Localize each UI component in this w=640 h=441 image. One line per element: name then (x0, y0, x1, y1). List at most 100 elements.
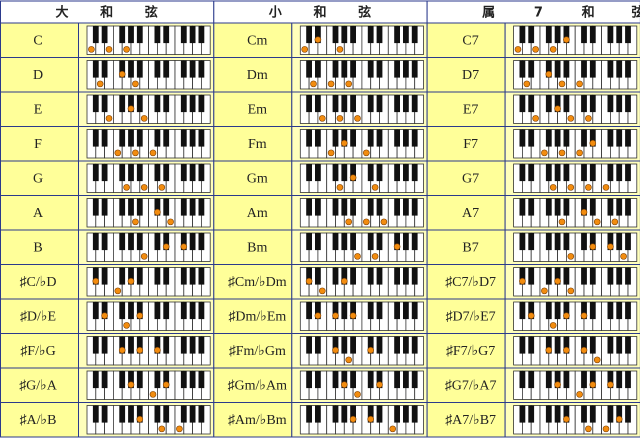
chord-name: C7 (462, 33, 478, 48)
black-key (332, 302, 339, 320)
black-key (136, 60, 143, 78)
header-char: 弦 (145, 5, 158, 21)
note-dot (607, 243, 614, 250)
keyboard (299, 336, 424, 366)
note-dot (114, 287, 122, 295)
black-key (625, 164, 631, 182)
note-dot (585, 115, 592, 122)
black-key (180, 336, 187, 354)
black-key (341, 302, 348, 320)
keyboard (86, 129, 211, 159)
black-key (154, 198, 161, 216)
black-key (625, 336, 631, 354)
note-dot (371, 253, 379, 260)
black-key (350, 233, 356, 251)
black-key (128, 336, 134, 354)
black-key (119, 233, 126, 251)
chord-name: A (33, 206, 44, 221)
black-key (528, 164, 535, 182)
black-key (545, 336, 552, 354)
note-dot (310, 80, 317, 88)
black-key (180, 164, 187, 182)
keyboard (86, 267, 211, 297)
note-dot (558, 149, 566, 157)
black-key (519, 26, 526, 44)
black-key (528, 267, 535, 285)
chord-name: Fm (248, 137, 267, 152)
black-key (625, 302, 631, 320)
header-char: 和 (100, 5, 113, 21)
black-key (198, 267, 205, 285)
black-key (625, 233, 631, 251)
note-dot (154, 346, 161, 354)
black-key (350, 267, 356, 285)
note-dot (345, 218, 353, 226)
black-key (154, 26, 161, 44)
note-dot (158, 184, 166, 191)
black-key (554, 336, 561, 354)
black-key (92, 371, 99, 389)
black-key (315, 60, 321, 78)
note-dot (149, 391, 157, 398)
black-key (332, 95, 339, 113)
black-key (545, 164, 552, 182)
keyboard (299, 94, 424, 124)
black-key (581, 198, 587, 216)
black-key (545, 267, 552, 285)
black-key (154, 336, 161, 354)
black-key (589, 233, 596, 251)
header-char: 和 (582, 5, 595, 21)
black-key (554, 95, 561, 113)
black-key (367, 267, 374, 285)
note-dot (593, 356, 601, 364)
black-key (92, 129, 99, 147)
black-key (563, 336, 570, 354)
black-key (163, 164, 170, 182)
black-key (350, 405, 356, 423)
note-dot (314, 312, 322, 319)
black-key (563, 26, 570, 44)
chord-name: ♯G/♭A (19, 378, 58, 393)
note-dot (589, 381, 597, 388)
chord-name: ♯Gm/♭Am (228, 378, 288, 393)
black-key (163, 95, 170, 113)
black-key (306, 233, 312, 251)
black-key (589, 129, 596, 147)
black-key (154, 267, 161, 285)
black-key (180, 198, 187, 216)
black-key (154, 233, 161, 251)
chord-name: Gm (247, 171, 268, 186)
black-key (306, 302, 312, 320)
note-dot (176, 425, 183, 433)
black-key (545, 26, 552, 44)
note-dot (180, 243, 188, 250)
black-key (545, 60, 552, 78)
note-dot (127, 277, 135, 285)
black-key (128, 129, 134, 147)
header-char: 大 (55, 5, 68, 21)
black-key (119, 129, 126, 147)
black-key (198, 233, 205, 251)
black-key (411, 371, 418, 389)
black-key (101, 95, 108, 113)
chord-name: ♯G7/♭A7 (445, 378, 497, 393)
black-key (394, 405, 400, 423)
black-key (341, 26, 348, 44)
black-key (136, 233, 143, 251)
note-dot (549, 46, 557, 53)
note-dot (567, 253, 575, 260)
note-dot (580, 208, 588, 216)
black-key (554, 26, 561, 44)
black-key (350, 336, 356, 354)
black-key (607, 371, 614, 389)
note-dot (318, 115, 326, 122)
black-key (92, 405, 99, 423)
note-dot (549, 184, 557, 191)
keyboard (513, 370, 638, 400)
note-dot (362, 149, 370, 157)
black-key (128, 60, 134, 78)
black-key (394, 198, 400, 216)
keyboard (513, 60, 638, 90)
note-dot (327, 149, 335, 157)
black-key (554, 198, 561, 216)
